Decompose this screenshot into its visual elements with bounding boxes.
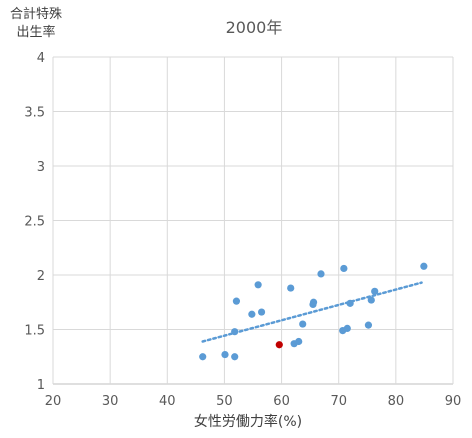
y-axis-label-line-1: 合計特殊 [9,7,62,22]
gridlines [52,56,454,385]
data-point [232,297,241,305]
data-point [287,284,295,292]
x-axis-label: 女性労働力率(%) [194,413,302,430]
data-points [199,262,428,361]
highlighted-data-point [275,341,283,349]
data-point [364,321,373,329]
y-axis-label-line-2: 出生率 [16,25,56,40]
y-tick-label: 3.5 [24,106,45,121]
x-tick-label: 90 [445,394,462,409]
x-tick-label: 30 [102,394,119,409]
trendline-group [201,281,423,343]
x-tick-label: 20 [45,394,62,409]
data-point [343,324,351,333]
data-point [221,350,229,359]
data-point [231,353,239,361]
data-point [371,287,379,295]
data-point [231,328,239,336]
y-tick-label: 3 [37,160,45,175]
x-tick-label: 70 [330,394,347,409]
y-tick-label: 1.5 [24,324,45,339]
data-point [248,310,256,318]
data-point [346,299,354,307]
x-axis-ticks: 20 30 40 50 60 70 80 90 [45,394,462,409]
y-axis-ticks: 1 1.5 2 2.5 3 3.5 4 [24,51,45,393]
y-tick-label: 4 [37,51,45,66]
data-point [257,308,266,316]
data-point [420,262,428,270]
data-point [295,337,303,346]
y-axis-label: 合計特殊 出生率 [6,6,66,42]
y-tick-label: 2.5 [24,215,45,230]
chart-title: 2000年 [226,18,283,37]
data-point [254,281,262,289]
x-tick-label: 50 [216,394,233,409]
data-point [299,320,307,328]
x-tick-label: 80 [388,394,405,409]
data-point [309,298,318,306]
data-point [199,353,207,361]
data-point [340,264,348,273]
x-tick-label: 60 [273,394,290,409]
x-tick-label: 40 [159,394,176,409]
y-tick-label: 2 [37,269,45,284]
trendline [201,281,423,343]
data-point [367,296,375,304]
data-point [317,270,325,278]
y-tick-label: 1 [37,378,45,393]
